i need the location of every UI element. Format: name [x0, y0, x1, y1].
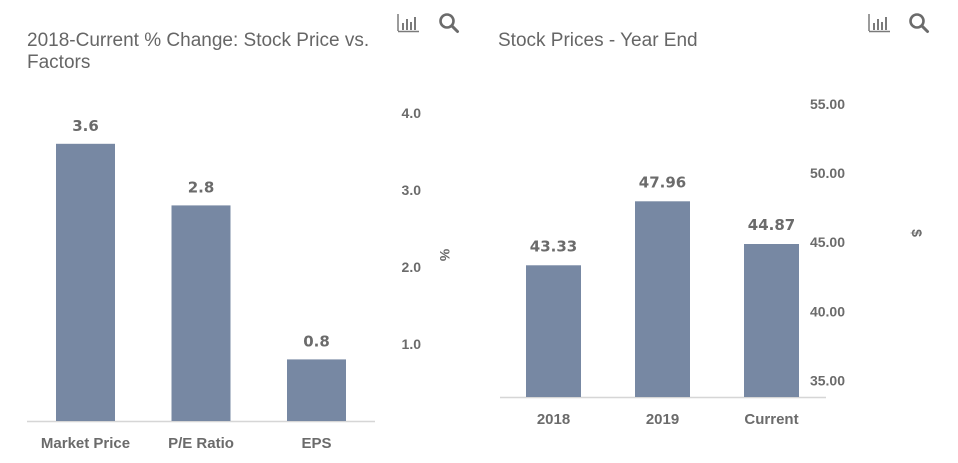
- bar-current: [744, 244, 799, 397]
- x-tick-label: EPS: [301, 435, 331, 452]
- bar-p-e-ratio: [171, 205, 231, 421]
- bar-2018: [526, 265, 581, 397]
- y-tick-label: 45.00: [810, 234, 845, 250]
- y-tick-label: 4.0: [402, 105, 422, 121]
- y-tick-label: 55.00: [810, 96, 845, 112]
- chart-panel-percent-change: 2018-Current % Change: Stock Price vs. F…: [27, 12, 462, 452]
- chart-title: 2018-Current % Change: Stock Price vs. F…: [27, 30, 370, 73]
- y-tick-label: 40.00: [810, 303, 845, 319]
- y-tick-label: 50.00: [810, 165, 845, 181]
- y-tick-label: 3.0: [402, 182, 422, 198]
- x-tick-label: P/E Ratio: [168, 435, 234, 452]
- percent-change-bar-chart: 3.6 Market Price 2.8 P/E Ratio 0.8 EPS 1.0 2.0 3…: [27, 105, 453, 452]
- data-label: 0.8: [303, 332, 330, 350]
- x-tick-label: 2019: [646, 411, 679, 428]
- bar-chart-icon[interactable]: [396, 12, 420, 34]
- data-label: 47.96: [639, 173, 686, 191]
- x-tick-label: Market Price: [41, 435, 130, 452]
- data-label: 2.8: [188, 178, 215, 196]
- chart-panel-stock-prices: Stock Prices - Year End 43.33 2018 47.96 20…: [480, 0, 958, 463]
- x-tick-label: 2018: [537, 411, 570, 428]
- bar-market-price: [56, 143, 115, 422]
- y-tick-label: 2.0: [402, 259, 422, 275]
- stock-prices-bar-chart: 43.33 2018 47.96 2019 44.87 Current 35.00 40.00…: [500, 96, 925, 428]
- y-tick-label: 35.00: [810, 372, 845, 388]
- data-label: 3.6: [72, 117, 99, 135]
- data-label: 44.87: [748, 216, 795, 234]
- y-axis-title: %: [437, 249, 453, 262]
- search-icon[interactable]: [438, 12, 462, 34]
- data-label: 43.33: [530, 237, 577, 255]
- x-tick-label: Current: [744, 411, 798, 428]
- y-axis-title: $: [909, 229, 925, 237]
- bar-2019: [635, 201, 690, 397]
- chart-title: Stock Prices - Year End: [498, 30, 698, 51]
- bar-chart-icon[interactable]: [867, 12, 891, 34]
- y-tick-label: 1.0: [402, 336, 422, 352]
- search-icon[interactable]: [908, 12, 932, 34]
- bar-eps: [287, 359, 346, 421]
